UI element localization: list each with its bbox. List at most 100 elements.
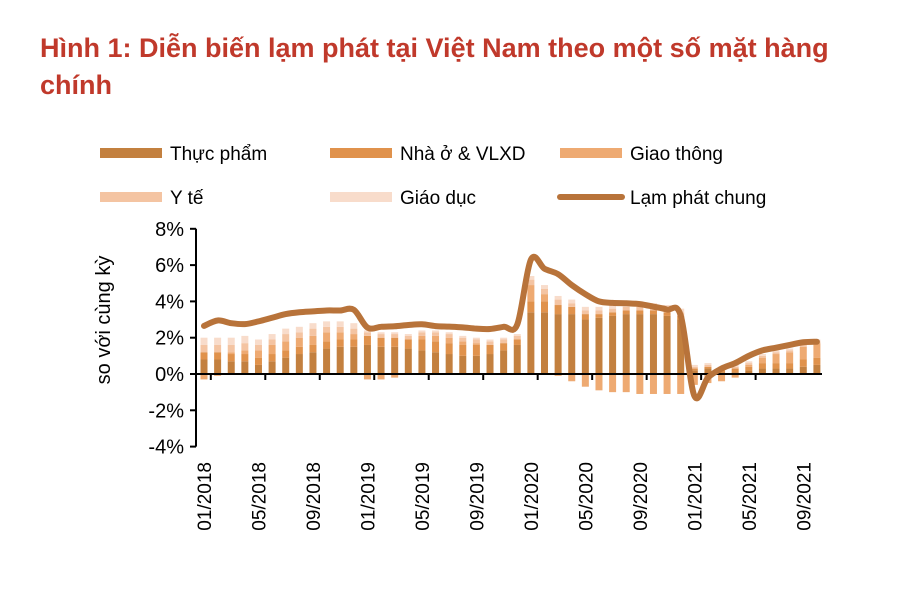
- bar-segment: [472, 339, 480, 344]
- bar-segment: [731, 374, 739, 378]
- bar-segment: [268, 361, 276, 374]
- bar-segment: [268, 339, 276, 345]
- bar-segment: [581, 306, 589, 311]
- bar-segment: [404, 335, 412, 340]
- x-tick-label: 09/2020: [631, 462, 652, 531]
- bar-segment: [745, 361, 753, 364]
- bar-segment: [813, 343, 821, 358]
- bar-segment: [677, 374, 685, 394]
- bar-segment: [758, 357, 766, 364]
- bar-segment: [758, 355, 766, 358]
- bar-segment: [554, 314, 562, 374]
- bar-segment: [404, 339, 412, 349]
- bar-segment: [513, 335, 521, 340]
- bar-segment: [772, 354, 780, 364]
- y-tick-label: 2%: [155, 328, 184, 350]
- bar-segment: [704, 363, 712, 365]
- bar-segment: [336, 321, 344, 327]
- bar-segment: [200, 352, 208, 360]
- bar-segment: [459, 341, 467, 345]
- bar-segment: [568, 306, 576, 315]
- bar-segment: [363, 330, 371, 333]
- bar-segment: [254, 364, 262, 374]
- bar-segment: [581, 310, 589, 315]
- bar-segment: [445, 343, 453, 355]
- bar-segment: [282, 341, 290, 351]
- bar-segment: [500, 339, 508, 344]
- bar-segment: [418, 332, 426, 336]
- bar-segment: [690, 374, 698, 385]
- bar-segment: [200, 374, 208, 380]
- y-tick-label: -4%: [148, 437, 184, 459]
- bar-segment: [282, 328, 290, 335]
- bar-segment: [309, 352, 317, 374]
- bar-segment: [445, 354, 453, 374]
- bar-segment: [472, 344, 480, 356]
- bar-segment: [745, 370, 753, 374]
- bar-segment: [649, 314, 657, 374]
- bar-segment: [622, 310, 630, 315]
- bar-segment: [227, 354, 235, 362]
- bar-segment: [254, 350, 262, 358]
- legend-label: Y tế: [170, 188, 204, 209]
- bar-segment: [200, 337, 208, 345]
- bar-segment: [813, 357, 821, 365]
- bar-segment: [472, 355, 480, 374]
- x-tick-label: 01/2020: [522, 462, 543, 531]
- bar-segment: [323, 326, 331, 333]
- legend-label: Giáo dục: [400, 188, 476, 209]
- bar-segment: [677, 319, 685, 374]
- bar-segment: [636, 310, 644, 315]
- bar-segment: [513, 339, 521, 345]
- bar-segment: [350, 346, 358, 374]
- bar-segment: [799, 344, 807, 347]
- bar-segment: [500, 343, 508, 351]
- bar-segment: [745, 366, 753, 371]
- x-tick-label: 05/2019: [413, 462, 434, 531]
- bar-segment: [704, 366, 712, 369]
- bar-segment: [609, 374, 617, 393]
- bar-segment: [786, 352, 794, 364]
- bar-segment: [377, 334, 385, 338]
- bar-segment: [527, 312, 535, 374]
- bar-segment: [718, 374, 726, 382]
- x-tick-label: 05/2020: [576, 462, 597, 531]
- y-tick-label: 8%: [155, 219, 184, 241]
- bar-segment: [772, 352, 780, 355]
- bar-segment: [595, 310, 603, 315]
- bar-segment: [758, 354, 766, 356]
- bar-segment: [268, 354, 276, 362]
- bar-segment: [690, 370, 698, 374]
- bar-segment: [363, 332, 371, 336]
- bar-segment: [418, 330, 426, 333]
- bar-segment: [309, 323, 317, 329]
- bar-segment: [663, 312, 671, 316]
- bar-segment: [363, 344, 371, 374]
- bar-segment: [595, 374, 603, 391]
- bar-segment: [786, 363, 794, 369]
- bar-segment: [295, 332, 303, 338]
- bar-segment: [459, 355, 467, 374]
- bar-segment: [432, 332, 440, 336]
- bar-segment: [690, 368, 698, 371]
- bar-segment: [404, 334, 412, 336]
- y-tick-label: -2%: [148, 400, 184, 422]
- bar-segment: [377, 337, 385, 347]
- bar-segment: [377, 346, 385, 374]
- bar-segment: [541, 288, 548, 295]
- bar-segment: [500, 337, 508, 340]
- bar-segment: [649, 310, 657, 315]
- bar-segment: [295, 326, 303, 333]
- bar-segment: [214, 344, 222, 353]
- bar-segment: [459, 337, 467, 342]
- bar-segment: [309, 344, 317, 353]
- bar-segment: [350, 339, 358, 347]
- bar-segment: [663, 374, 671, 394]
- bar-segment: [731, 366, 739, 369]
- bar-segment: [336, 346, 344, 374]
- bar-segment: [786, 350, 794, 353]
- bar-segment: [350, 334, 358, 340]
- bar-segment: [772, 350, 780, 353]
- bar-segment: [418, 339, 426, 351]
- bar-segment: [609, 312, 617, 316]
